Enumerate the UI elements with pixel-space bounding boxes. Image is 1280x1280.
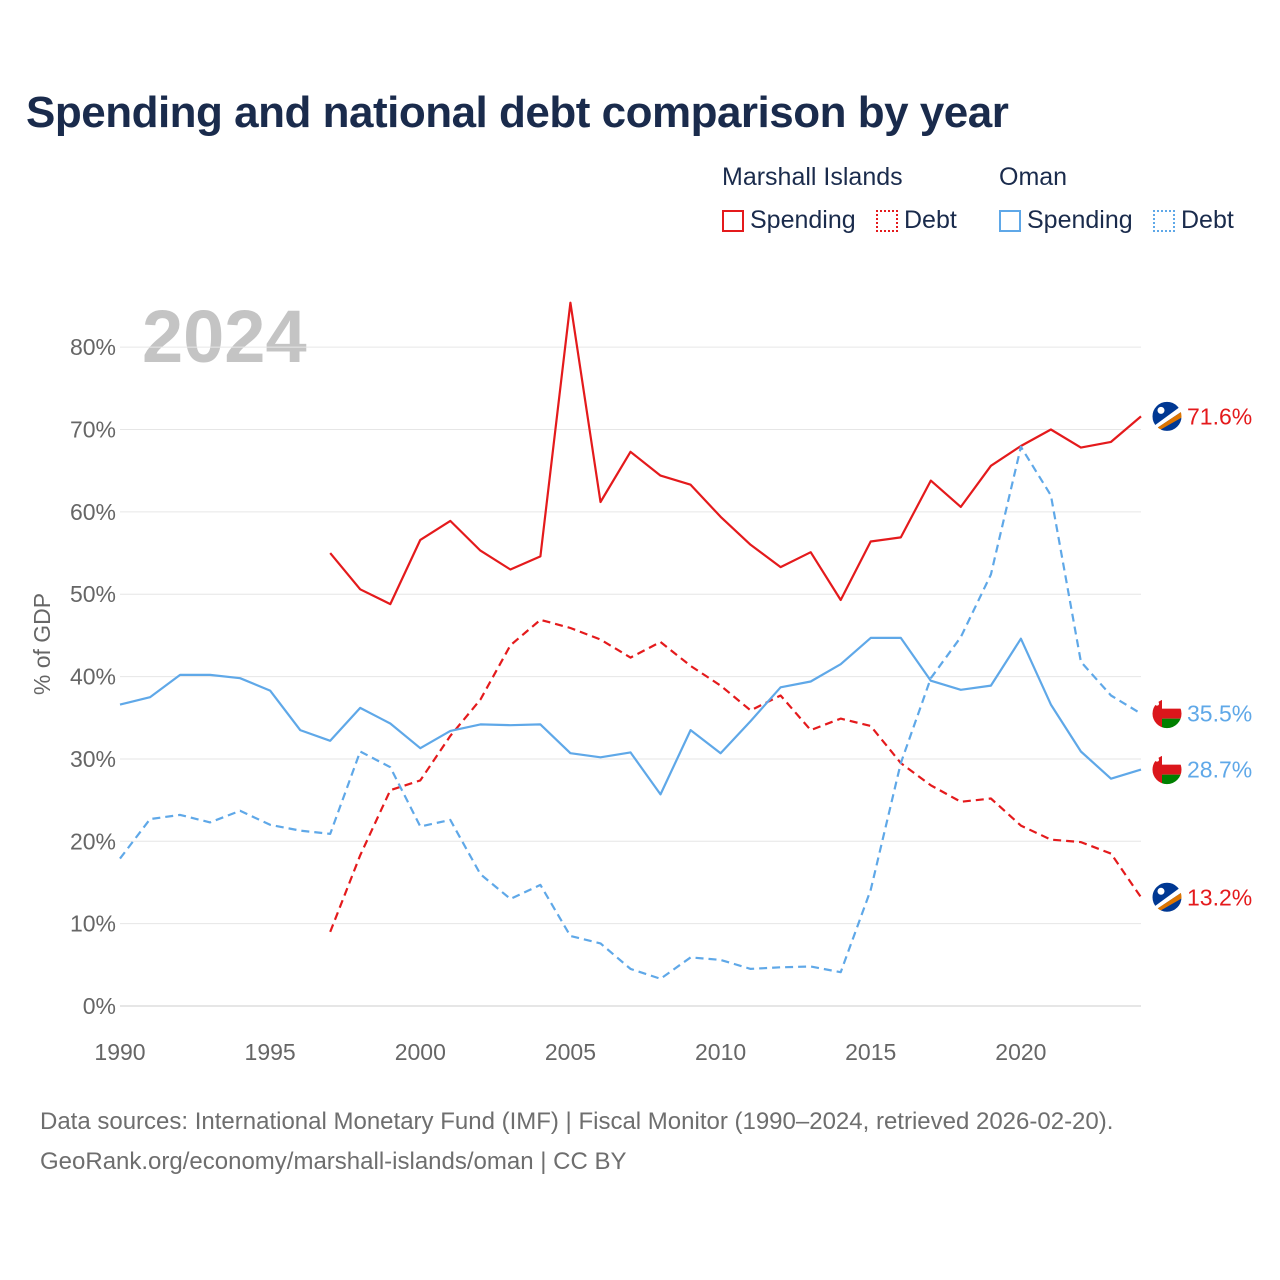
y-tick-label: 20% [70,828,116,854]
legend-swatch-dotted-red [876,209,898,232]
end-value-label: 13.2% [1187,884,1252,910]
y-axis-label: % of GDP [29,593,55,695]
y-tick-label: 60% [70,499,116,525]
source-text: Data sources: International Monetary Fun… [40,1108,1114,1135]
chart-title: Spending and national debt comparison by… [26,88,1009,137]
x-tick-label: 2010 [695,1039,746,1065]
legend-group-oman: Oman [999,163,1068,191]
end-value-label: 28.7% [1187,757,1252,783]
oman-flag-icon [1151,698,1183,730]
legend-swatch-solid-red [722,209,744,232]
x-tick-label: 1995 [245,1039,296,1065]
y-tick-label: 0% [83,993,116,1019]
series-line-oman-spending [119,636,1142,796]
legend-label: Debt [904,206,957,234]
source-link-text: GeoRank.org/economy/marshall-islands/oma… [40,1148,627,1175]
marshall-islands-flag-icon [1151,881,1183,913]
end-value-label: 35.5% [1187,701,1252,727]
legend-item-oman-spending[interactable]: Spending [999,206,1133,235]
y-tick-label: 70% [70,417,116,443]
legend-group-marshall-islands: Marshall Islands [722,163,903,191]
end-value-label: 71.6% [1187,403,1252,429]
y-tick-label: 50% [70,581,116,607]
x-tick-label: 2005 [545,1039,596,1065]
legend-label: Spending [750,206,856,234]
legend-item-oman-debt[interactable]: Debt [1153,206,1234,235]
legend-label: Spending [1027,206,1133,234]
marshall-islands-flag-icon [1151,400,1183,432]
legend-item-marshall-islands-debt[interactable]: Debt [876,206,957,235]
legend-swatch-dotted-blue [1153,209,1175,232]
y-tick-label: 30% [70,746,116,772]
y-tick-label: 10% [70,911,116,937]
legend-label: Debt [1181,206,1234,234]
legend-swatch-solid-blue [999,209,1021,232]
y-tick-label: 40% [70,664,116,690]
series-line-oman-debt [119,445,1142,980]
year-watermark: 2024 [142,295,307,378]
series-line-marshall-islands-spending [329,301,1142,606]
x-tick-label: 2020 [995,1039,1046,1065]
oman-flag-icon [1151,754,1183,786]
y-tick-label: 80% [70,334,116,360]
legend-item-marshall-islands-spending[interactable]: Spending [722,206,856,235]
x-tick-label: 2015 [845,1039,896,1065]
series-line-marshall-islands-debt [329,618,1142,933]
x-tick-label: 2000 [395,1039,446,1065]
x-tick-label: 1990 [94,1039,145,1065]
